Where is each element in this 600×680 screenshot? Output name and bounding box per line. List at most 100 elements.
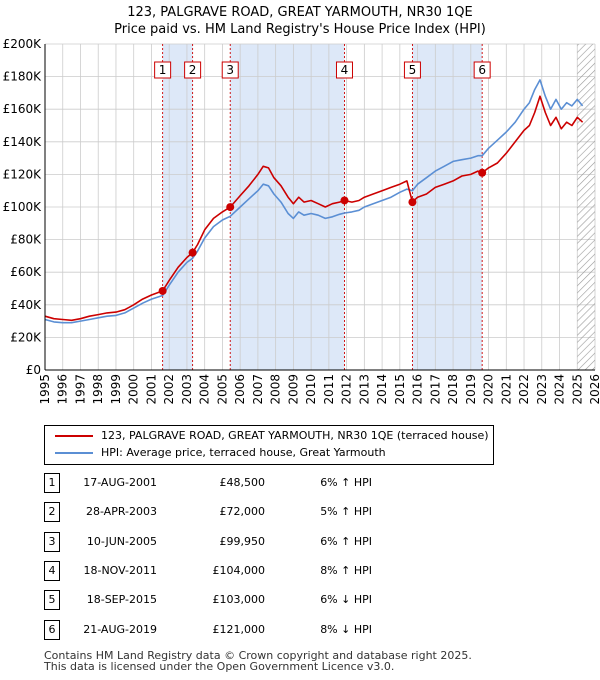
table-row: 3 10-JUN-2005 £99,950 6% ↑ HPI	[0, 531, 600, 552]
series-line-property	[44, 95, 584, 322]
x-tick-labels: 1995 1996 1997 1998 1999 2000 2001 2002 2003 2004…	[38, 374, 600, 405]
sale-hpi-change: 6% ↑ HPI	[320, 534, 372, 548]
sale-box-label-3: 3	[226, 63, 234, 77]
x-tick-label: 1998	[91, 374, 105, 405]
sale-point-5	[408, 198, 417, 207]
legend-swatch-hpi	[55, 452, 93, 454]
x-tick-label: 2006	[233, 374, 247, 405]
x-tick-label: 2014	[375, 374, 389, 405]
footer-copyright: Contains HM Land Registry data © Crown c…	[44, 649, 472, 662]
sale-box-5	[403, 61, 421, 79]
legend-label-hpi: HPI: Average price, terraced house, Grea…	[101, 446, 386, 459]
x-tick-label: 2019	[464, 374, 478, 405]
sale-number: 2	[44, 502, 60, 523]
x-tick-label: 2007	[251, 374, 265, 405]
table-row: 4 18-NOV-2011 £104,000 8% ↑ HPI	[0, 560, 600, 581]
x-tick-label: 2026	[588, 374, 600, 405]
sale-number: 5	[44, 590, 60, 611]
sale-date: 10-JUN-2005	[86, 534, 157, 548]
x-tick-label: 2010	[304, 374, 318, 405]
sale-date: 18-SEP-2015	[86, 593, 157, 607]
sale-box-label-2: 2	[189, 63, 197, 77]
x-tick-label: 2017	[428, 374, 442, 405]
y-tick-label: £20K	[10, 330, 42, 344]
sale-hpi-change: 5% ↑ HPI	[320, 505, 372, 519]
series-line-hpi	[44, 79, 584, 324]
x-tick-label: 2009	[286, 374, 300, 405]
x-tick-label: 1995	[38, 374, 52, 405]
x-tick-label: 2025	[570, 374, 584, 405]
x-tick-label: 1999	[109, 374, 123, 405]
sale-price: £104,000	[212, 563, 266, 577]
legend-label-property: 123, PALGRAVE ROAD, GREAT YARMOUTH, NR30…	[101, 429, 489, 442]
series-lines	[44, 79, 584, 324]
x-tick-label: 2003	[180, 374, 194, 405]
y-tick-label: £40K	[10, 298, 42, 312]
y-tick-labels: £0 £20K £40K £60K £80K £100K £120K £140K £160K £1…	[3, 37, 43, 377]
y-tick-label: £100K	[3, 200, 43, 214]
x-tick-label: 2015	[393, 374, 407, 405]
x-tick-label: 2000	[127, 374, 141, 405]
sale-point-3	[226, 203, 235, 212]
y-tick-label: £200K	[3, 37, 43, 51]
y-tick-label: £180K	[3, 70, 43, 84]
sale-date: 17-AUG-2001	[83, 476, 157, 489]
sale-point-6	[478, 168, 487, 177]
x-tick-label: 2021	[499, 374, 513, 405]
forecast-hatch-area	[577, 44, 595, 370]
sale-point-1	[158, 286, 167, 295]
sale-price: £103,000	[212, 593, 266, 607]
x-tick-label: 2016	[411, 374, 425, 405]
sale-box-label-6: 6	[478, 63, 486, 77]
sale-box-label-4: 4	[341, 63, 349, 77]
sale-number: 3	[44, 531, 60, 552]
y-tick-label: £160K	[3, 102, 43, 116]
x-tick-label: 2023	[535, 374, 549, 405]
sale-box-label-1: 1	[159, 63, 167, 77]
x-tick-label: 2002	[162, 374, 176, 405]
sale-points	[158, 168, 487, 295]
sale-price: £99,950	[219, 534, 266, 548]
sale-number: 1	[44, 473, 60, 493]
x-tick-label: 2013	[357, 374, 371, 405]
table-row: 6 21-AUG-2019 £121,000 8% ↓ HPI	[0, 619, 600, 640]
sale-box-label-5: 5	[409, 63, 417, 77]
sale-price: £121,000	[212, 622, 266, 636]
sale-price: £72,000	[219, 505, 266, 519]
forecast-hatch	[577, 44, 595, 370]
y-tick-label: £80K	[10, 233, 42, 247]
sale-box-1	[154, 61, 172, 79]
legend-swatch-property	[55, 435, 93, 437]
y-tick-label: £140K	[3, 135, 43, 149]
chart-title: 123, PALGRAVE ROAD, GREAT YARMOUTH, NR30…	[0, 4, 600, 38]
sale-box-2	[184, 61, 202, 79]
chart-title-line2: Price paid vs. HM Land Registry's House …	[114, 22, 486, 37]
x-tick-label: 2018	[446, 374, 460, 405]
x-tick-label: 2020	[482, 374, 496, 405]
x-tick-label: 2024	[553, 374, 567, 405]
x-tick-label: 1996	[56, 374, 70, 405]
sale-hpi-change: 8% ↓ HPI	[320, 622, 372, 636]
axes	[44, 44, 595, 371]
y-tick-label: £120K	[3, 167, 43, 181]
sale-hpi-change: 8% ↑ HPI	[320, 563, 372, 577]
chart-title-line1: 123, PALGRAVE ROAD, GREAT YARMOUTH, NR30…	[127, 5, 473, 20]
sale-number: 6	[44, 619, 60, 640]
y-tick-label: £0	[26, 363, 41, 377]
legend: 123, PALGRAVE ROAD, GREAT YARMOUTH, NR30…	[44, 425, 494, 465]
sale-number: 4	[44, 560, 60, 581]
x-tick-label: 2012	[340, 374, 354, 405]
sale-number-boxes: 1 2 3 4 5 6	[154, 61, 491, 79]
x-tick-label: 2005	[215, 374, 229, 405]
x-tick-label: 2011	[322, 374, 336, 405]
sale-box-6	[473, 61, 491, 79]
table-row: 1 17-AUG-2001 £48,500 6% ↑ HPI	[0, 473, 600, 493]
sale-box-3	[221, 61, 239, 79]
sale-point-4	[340, 196, 349, 205]
sale-point-2	[188, 248, 197, 257]
x-tick-label: 2008	[269, 374, 283, 405]
sale-hpi-change: 6% ↑ HPI	[320, 476, 372, 489]
sale-price: £48,500	[219, 476, 266, 489]
x-tick-label: 2022	[517, 374, 531, 405]
price-chart: 1 2 3 4 5 6 £0 £20K £40K £60K £80K £100K £120K £140K…	[3, 37, 600, 405]
